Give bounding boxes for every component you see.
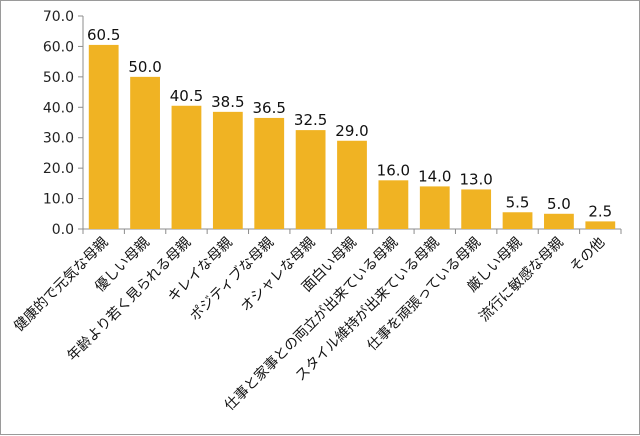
data-label: 29.0 bbox=[335, 122, 368, 140]
data-label: 38.5 bbox=[211, 93, 244, 111]
bar bbox=[88, 44, 119, 230]
category-labels: 健康的で元気な母親優しい母親年齢より若く見られる母親キレイな母親ポジティブな母親… bbox=[10, 234, 608, 414]
data-label: 16.0 bbox=[377, 161, 410, 179]
y-tick-label: 30.0 bbox=[43, 131, 74, 147]
data-labels: 60.5 50.0 40.5 38.5 36.5 32.5 29.0 16.0 14.0 13.0… bbox=[87, 26, 612, 220]
bars bbox=[88, 44, 616, 230]
y-tick-label: 70.0 bbox=[43, 9, 74, 25]
data-label: 32.5 bbox=[294, 111, 327, 129]
data-label: 36.5 bbox=[253, 99, 286, 117]
data-label: 2.5 bbox=[588, 202, 612, 220]
bar bbox=[295, 130, 326, 229]
y-axis: 0.0 10.0 20.0 30.0 40.0 50.0 60.0 70.0 bbox=[43, 9, 622, 238]
bar bbox=[171, 105, 202, 229]
data-label: 13.0 bbox=[459, 170, 492, 188]
bar bbox=[461, 189, 492, 229]
bar bbox=[378, 180, 409, 229]
x-tick-label: その他 bbox=[567, 235, 608, 276]
bar bbox=[254, 117, 285, 229]
data-label: 14.0 bbox=[418, 167, 451, 185]
y-tick-label: 10.0 bbox=[43, 192, 74, 208]
y-tick-label: 20.0 bbox=[43, 161, 74, 177]
bar bbox=[130, 76, 160, 229]
data-label: 40.5 bbox=[170, 87, 203, 105]
bar bbox=[544, 213, 574, 229]
y-tick-label: 50.0 bbox=[43, 70, 74, 86]
bar bbox=[585, 221, 616, 229]
data-label: 5.0 bbox=[547, 195, 571, 213]
bar bbox=[337, 140, 367, 229]
y-tick-label: 60.0 bbox=[43, 39, 74, 55]
data-label: 60.5 bbox=[87, 26, 120, 44]
y-tick-label: 40.0 bbox=[43, 100, 74, 116]
bar bbox=[212, 111, 243, 229]
y-tick-label: 0.0 bbox=[52, 222, 74, 238]
data-label: 5.5 bbox=[506, 193, 530, 211]
x-tick-label: オシャレな母親 bbox=[238, 235, 319, 316]
bar bbox=[502, 212, 533, 229]
data-label: 50.0 bbox=[128, 58, 161, 76]
bar bbox=[419, 186, 450, 229]
